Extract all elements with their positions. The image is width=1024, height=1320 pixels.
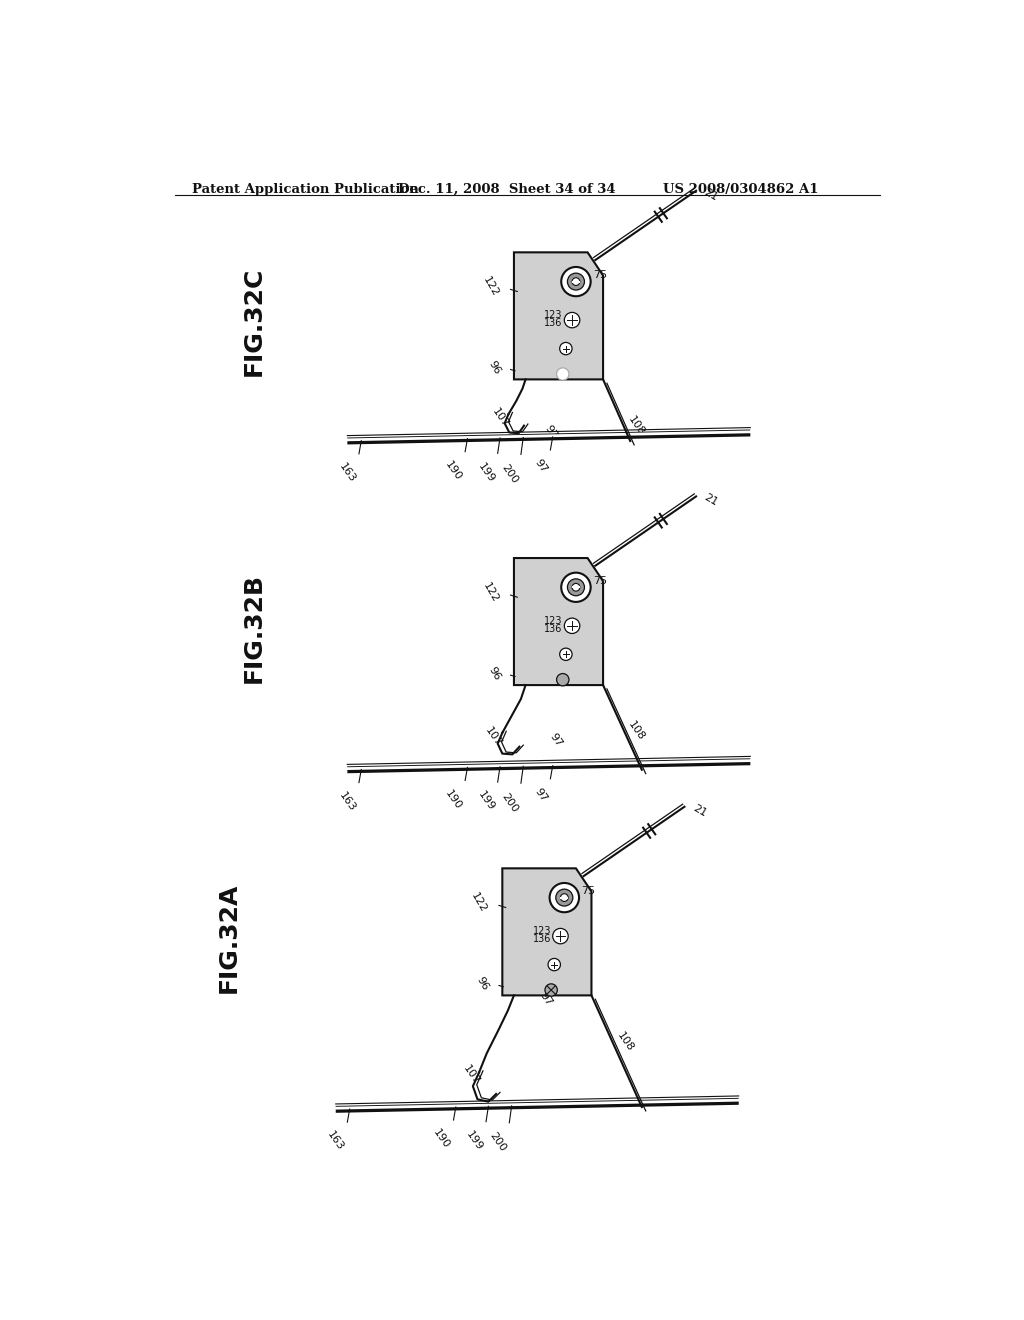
Text: 190: 190 bbox=[443, 788, 464, 812]
Circle shape bbox=[557, 368, 569, 380]
Circle shape bbox=[564, 618, 580, 634]
Circle shape bbox=[545, 983, 557, 997]
Text: Dec. 11, 2008  Sheet 34 of 34: Dec. 11, 2008 Sheet 34 of 34 bbox=[397, 183, 615, 197]
Text: 163: 163 bbox=[337, 462, 357, 484]
Text: 136: 136 bbox=[532, 935, 551, 944]
Text: 97: 97 bbox=[532, 458, 549, 475]
Text: 122: 122 bbox=[480, 276, 500, 298]
Text: 200: 200 bbox=[499, 462, 519, 486]
Text: 200: 200 bbox=[499, 791, 519, 814]
Text: 107: 107 bbox=[483, 725, 504, 748]
Text: 199: 199 bbox=[464, 1130, 484, 1152]
Text: 107: 107 bbox=[489, 407, 510, 429]
Text: 163: 163 bbox=[326, 1130, 346, 1152]
Text: 123: 123 bbox=[532, 927, 551, 936]
Text: 108: 108 bbox=[614, 1030, 635, 1053]
Text: 21: 21 bbox=[702, 492, 720, 508]
Text: 97: 97 bbox=[538, 990, 554, 1008]
Circle shape bbox=[560, 342, 572, 355]
Text: 96: 96 bbox=[486, 665, 503, 682]
Polygon shape bbox=[514, 558, 603, 685]
Text: 163: 163 bbox=[337, 791, 357, 813]
Text: 200: 200 bbox=[487, 1130, 508, 1154]
Circle shape bbox=[561, 573, 591, 602]
Text: 75: 75 bbox=[593, 271, 607, 280]
Text: 190: 190 bbox=[443, 459, 464, 482]
Circle shape bbox=[572, 277, 580, 285]
Text: FIG.32A: FIG.32A bbox=[217, 883, 241, 993]
Text: 199: 199 bbox=[476, 789, 496, 813]
Text: 96: 96 bbox=[475, 975, 490, 993]
Text: 122: 122 bbox=[469, 891, 488, 915]
Circle shape bbox=[557, 673, 569, 686]
Circle shape bbox=[548, 958, 560, 970]
Text: 190: 190 bbox=[432, 1127, 452, 1151]
Polygon shape bbox=[514, 252, 603, 379]
Text: 97: 97 bbox=[532, 787, 549, 804]
Circle shape bbox=[556, 890, 572, 906]
Text: 107: 107 bbox=[461, 1063, 481, 1086]
Text: 96: 96 bbox=[486, 359, 503, 376]
Circle shape bbox=[560, 894, 568, 902]
Text: 21: 21 bbox=[690, 803, 708, 818]
Text: 199: 199 bbox=[476, 461, 496, 484]
Polygon shape bbox=[503, 869, 592, 995]
Text: 97: 97 bbox=[547, 731, 563, 750]
Circle shape bbox=[567, 579, 585, 595]
Text: FIG.32C: FIG.32C bbox=[242, 267, 265, 376]
Circle shape bbox=[564, 313, 580, 327]
Circle shape bbox=[561, 267, 591, 296]
Text: 122: 122 bbox=[480, 581, 500, 605]
Text: 123: 123 bbox=[545, 616, 563, 626]
Text: 123: 123 bbox=[545, 310, 563, 321]
Text: FIG.32B: FIG.32B bbox=[242, 573, 265, 684]
Circle shape bbox=[567, 273, 585, 290]
Text: 108: 108 bbox=[627, 414, 646, 437]
Text: 75: 75 bbox=[582, 887, 596, 896]
Text: 21: 21 bbox=[702, 186, 720, 202]
Circle shape bbox=[560, 648, 572, 660]
Text: 136: 136 bbox=[545, 624, 563, 634]
Circle shape bbox=[572, 583, 580, 591]
Text: US 2008/0304862 A1: US 2008/0304862 A1 bbox=[663, 183, 818, 197]
Text: 108: 108 bbox=[627, 719, 646, 743]
Text: 75: 75 bbox=[593, 576, 607, 586]
Text: 97: 97 bbox=[543, 422, 559, 441]
Circle shape bbox=[550, 883, 579, 912]
Text: 136: 136 bbox=[545, 318, 563, 329]
Circle shape bbox=[553, 928, 568, 944]
Text: Patent Application Publication: Patent Application Publication bbox=[193, 183, 419, 197]
